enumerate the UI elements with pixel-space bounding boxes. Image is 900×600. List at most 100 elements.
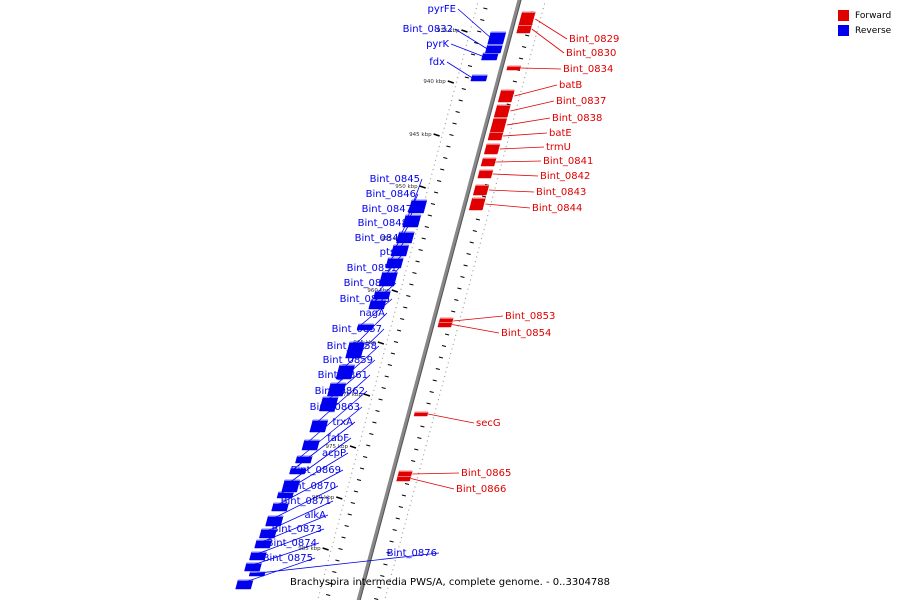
- gene-label[interactable]: trxA: [332, 417, 353, 428]
- gene-label[interactable]: Bint_0829: [569, 34, 619, 45]
- gene-block[interactable]: [472, 184, 490, 196]
- gene-block[interactable]: [309, 419, 329, 433]
- guide-dot: [333, 537, 336, 539]
- guide-dot: [466, 40, 469, 42]
- gene-block[interactable]: [335, 364, 356, 380]
- gene-label[interactable]: batE: [549, 128, 572, 139]
- tick-left: [446, 145, 451, 148]
- gene-block[interactable]: [477, 169, 494, 179]
- gene-label[interactable]: Bint_0870: [286, 481, 336, 492]
- gene-block[interactable]: [493, 104, 511, 118]
- gene-block[interactable]: [489, 117, 508, 133]
- gene-label[interactable]: Bint_0862: [315, 386, 365, 397]
- gene-label[interactable]: Bint_0832: [403, 24, 453, 35]
- gene-label[interactable]: pyrFE: [428, 4, 456, 15]
- gene-label[interactable]: ptsA: [380, 247, 402, 258]
- gene-label[interactable]: Bint_0842: [540, 171, 590, 182]
- gene-block[interactable]: [413, 411, 429, 417]
- gene-block[interactable]: [481, 52, 499, 61]
- gene-block[interactable]: [437, 321, 453, 328]
- guide-dot: [455, 81, 458, 83]
- gene-label[interactable]: acpP: [322, 448, 346, 459]
- gene-label[interactable]: Bint_0844: [532, 203, 582, 214]
- gene-label[interactable]: Bint_0876: [387, 548, 437, 559]
- gene-label[interactable]: fdx: [429, 57, 445, 68]
- gene-label[interactable]: Bint_0851: [347, 263, 397, 274]
- gene-label[interactable]: fabF: [327, 433, 349, 444]
- gene-block[interactable]: [368, 299, 387, 310]
- gene-block[interactable]: [506, 65, 522, 71]
- gene-label[interactable]: alkA: [304, 510, 326, 521]
- gene-label[interactable]: Bint_0847: [362, 204, 412, 215]
- gene-label[interactable]: Bint_0861: [318, 370, 368, 381]
- guide-dot: [346, 491, 348, 493]
- gene-label[interactable]: Bint_0865: [461, 468, 511, 479]
- guide-dot: [396, 302, 398, 304]
- gene-label[interactable]: Bint_0852: [344, 278, 394, 289]
- gene-label[interactable]: Bint_0863: [310, 402, 360, 413]
- gene-label[interactable]: Bint_0841: [543, 156, 593, 167]
- gene-label[interactable]: Bint_0871: [281, 496, 331, 507]
- gene-block[interactable]: [356, 323, 374, 331]
- gene-label[interactable]: Bint_0853: [505, 311, 555, 322]
- gene-label[interactable]: Bint_0866: [456, 484, 506, 495]
- guide-dot: [317, 596, 319, 599]
- gene-block[interactable]: [327, 382, 347, 397]
- tick-left: [347, 513, 352, 516]
- tick-left: [359, 467, 365, 470]
- gene-label[interactable]: Bint_0846: [366, 189, 416, 200]
- scale-label: 950 kbp: [395, 184, 418, 190]
- guide-dot: [386, 339, 389, 341]
- gene-block[interactable]: [483, 143, 501, 155]
- gene-label[interactable]: Bint_0834: [563, 64, 613, 75]
- label-connector: [297, 406, 363, 460]
- guide-dot: [321, 583, 323, 585]
- label-connector: [485, 203, 531, 209]
- gene-label[interactable]: Bint_0854: [501, 328, 551, 339]
- gene-block[interactable]: [468, 197, 486, 211]
- gene-label[interactable]: Bint_0873: [272, 524, 322, 535]
- label-connector: [454, 28, 488, 50]
- gene-label[interactable]: Bint_0859: [323, 355, 373, 366]
- gene-label[interactable]: trmU: [546, 142, 571, 153]
- gene-label[interactable]: pyrK: [426, 39, 449, 50]
- gene-label[interactable]: Bint_0843: [536, 187, 586, 198]
- guide-dot: [319, 592, 321, 594]
- gene-label[interactable]: Bint_0845: [370, 174, 420, 185]
- gene-label[interactable]: batB: [559, 80, 582, 91]
- gene-label[interactable]: Bint_0869: [291, 465, 341, 476]
- gene-label[interactable]: Bint_0849: [355, 233, 405, 244]
- gene-block[interactable]: [271, 502, 290, 512]
- tick-right: [417, 437, 422, 439]
- gene-label[interactable]: Bint_0830: [566, 48, 616, 59]
- gene-block[interactable]: [480, 157, 497, 167]
- gene-label[interactable]: Bint_0857: [332, 324, 382, 335]
- gene-label[interactable]: Bint_0855: [340, 294, 390, 305]
- label-connector: [304, 390, 368, 446]
- gene-label[interactable]: secG: [476, 418, 501, 429]
- gene-block[interactable]: [518, 11, 536, 27]
- gene-block[interactable]: [396, 475, 412, 482]
- scale-tick: [322, 547, 329, 551]
- tick-left: [427, 214, 433, 217]
- gene-block[interactable]: [516, 24, 533, 34]
- gene-block[interactable]: [470, 74, 488, 82]
- label-connector: [261, 500, 334, 534]
- gene-block[interactable]: [235, 579, 254, 590]
- gene-block[interactable]: [301, 439, 320, 451]
- guide-dot: [443, 376, 446, 378]
- gene-label[interactable]: Bint_0874: [267, 538, 317, 549]
- gene-block[interactable]: [497, 89, 515, 103]
- gene-label[interactable]: Bint_0837: [556, 96, 606, 107]
- gene-block[interactable]: [345, 341, 366, 359]
- gene-label[interactable]: Bint_0838: [552, 113, 602, 124]
- gene-label[interactable]: Bint_0848: [358, 218, 408, 229]
- gene-block[interactable]: [244, 562, 262, 572]
- gene-block[interactable]: [487, 31, 507, 45]
- gene-block[interactable]: [484, 44, 503, 54]
- gene-block[interactable]: [281, 479, 301, 493]
- gene-label[interactable]: Bint_0858: [327, 341, 377, 352]
- gene-label[interactable]: nagA: [359, 308, 385, 319]
- gene-block[interactable]: [487, 131, 504, 141]
- gene-label[interactable]: Bint_0875: [263, 553, 313, 564]
